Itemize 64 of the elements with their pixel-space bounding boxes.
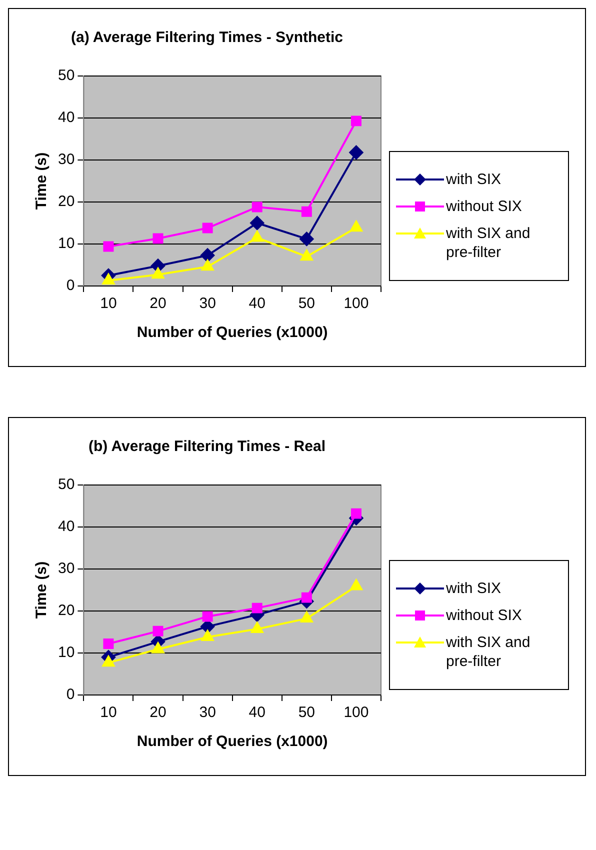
x-tick-label: 50	[298, 704, 316, 722]
point	[350, 220, 362, 232]
y-tick-label: 30	[58, 560, 75, 578]
x-tick-label: 50	[298, 295, 316, 312]
x-tick-label: 40	[248, 295, 266, 312]
point	[202, 222, 213, 234]
legend-label: with SIX and pre-filter	[446, 633, 532, 671]
point	[250, 216, 264, 230]
x-tick-label: 30	[199, 704, 216, 722]
point	[350, 116, 362, 126]
point	[102, 274, 115, 285]
point	[252, 202, 262, 212]
legend-label: without SIX	[446, 606, 523, 625]
y-axis-title: Time (s)	[33, 152, 50, 210]
point	[350, 508, 362, 519]
y-tick-label: 0	[66, 686, 75, 704]
legend-label: with SIX	[446, 579, 502, 598]
legend-label: without SIX	[446, 197, 523, 216]
y-tick-label: 40	[58, 109, 75, 126]
chart-title: (a) Average Filtering Times - Synthetic	[70, 29, 344, 46]
y-tick-label: 50	[58, 476, 75, 494]
point	[200, 248, 215, 262]
point	[152, 626, 164, 636]
point	[300, 612, 313, 623]
point	[252, 602, 262, 614]
y-tick-label: 20	[58, 602, 75, 620]
legend-label: with SIX and pre-filter	[446, 224, 532, 262]
point	[152, 268, 164, 279]
y-tick-label: 0	[66, 277, 75, 294]
x-tick-label: 20	[150, 295, 166, 312]
y-tick-label: 50	[58, 67, 75, 84]
x-tick-label: 20	[150, 704, 166, 722]
x-tick-label: 100	[344, 295, 369, 312]
point	[250, 230, 264, 242]
point	[102, 656, 115, 667]
x-tick-label: 100	[344, 704, 369, 722]
legend-label: with SIX	[446, 170, 502, 189]
y-tick-label: 20	[58, 193, 75, 210]
point	[201, 630, 214, 642]
chart-title: (b) Average Filtering Times - Real	[87, 438, 326, 455]
x-axis-title: Number of Queries (x1000)	[136, 733, 328, 750]
y-tick-label: 30	[58, 151, 75, 168]
x-tick-label: 10	[100, 704, 117, 722]
x-tick-label: 30	[199, 295, 216, 312]
point	[202, 611, 213, 622]
y-tick-label: 10	[58, 235, 75, 252]
point	[301, 592, 312, 603]
point	[103, 638, 114, 650]
point	[300, 250, 313, 261]
x-tick-label: 40	[248, 704, 266, 722]
point	[349, 145, 364, 160]
point	[250, 622, 264, 634]
point	[152, 642, 164, 654]
x-axis-title: Number of Queries (x1000)	[136, 324, 328, 342]
point	[350, 579, 362, 590]
point	[103, 241, 114, 252]
y-tick-label: 40	[58, 518, 75, 536]
y-tick-label: 10	[58, 644, 75, 662]
point	[301, 206, 312, 217]
point	[300, 232, 314, 246]
point	[152, 233, 164, 244]
point	[201, 260, 214, 271]
x-tick-label: 10	[100, 295, 117, 312]
y-axis-title: Time (s)	[33, 561, 50, 619]
